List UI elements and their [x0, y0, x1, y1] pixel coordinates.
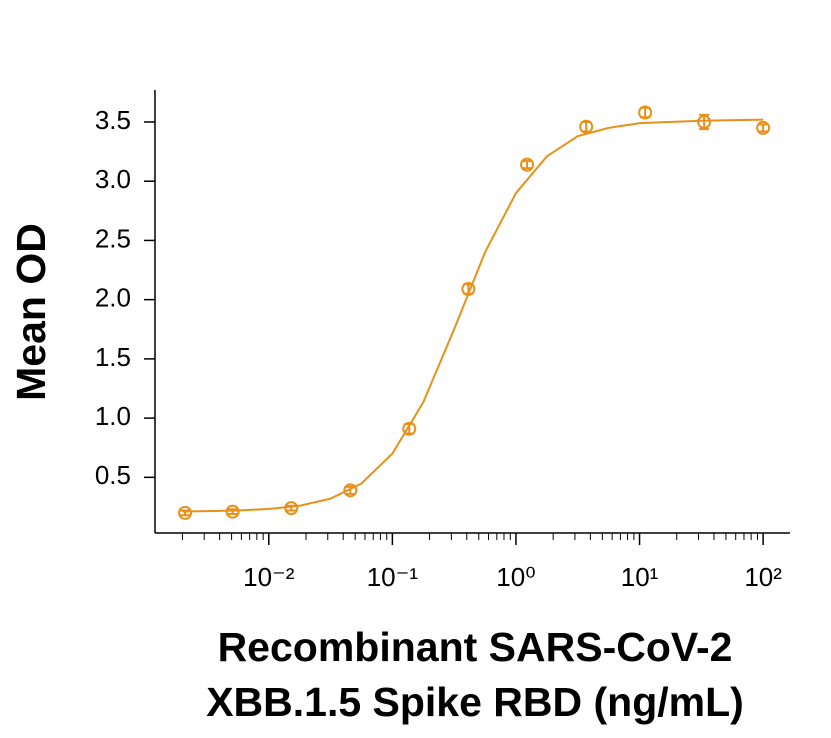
y-tick-label: 2.0 — [95, 283, 131, 313]
data-point — [579, 119, 594, 134]
data-point — [343, 483, 358, 498]
error-bar — [758, 123, 769, 133]
y-tick-label: 3.0 — [95, 164, 131, 194]
x-tick-label: 10⁻² — [243, 562, 295, 592]
y-tick-label: 2.5 — [95, 223, 131, 253]
error-bar — [699, 113, 710, 131]
data-point — [638, 105, 653, 120]
y-tick-label: 1.0 — [95, 401, 131, 431]
data-point — [178, 505, 193, 520]
error-bar — [581, 120, 592, 133]
x-tick-label: 10² — [744, 562, 782, 592]
data-point — [756, 120, 771, 135]
y-tick-label: 1.5 — [95, 342, 131, 372]
data-point — [697, 114, 712, 129]
x-tick-label: 10⁻¹ — [367, 562, 419, 592]
y-tick-label: 0.5 — [95, 460, 131, 490]
data-point — [520, 157, 535, 172]
x-tick-label: 10¹ — [621, 562, 659, 592]
y-axis-title: Mean OD — [8, 223, 54, 401]
x-axis-title: XBB.1.5 Spike RBD (ng/mL) — [206, 679, 744, 725]
error-bar — [640, 106, 651, 119]
fit-curve — [182, 118, 764, 513]
error-bar — [522, 160, 533, 170]
data-point — [402, 421, 417, 436]
x-tick-label: 10⁰ — [496, 562, 535, 592]
y-tick-label: 3.5 — [95, 105, 131, 135]
x-axis-title: Recombinant SARS-CoV-2 — [218, 624, 733, 670]
